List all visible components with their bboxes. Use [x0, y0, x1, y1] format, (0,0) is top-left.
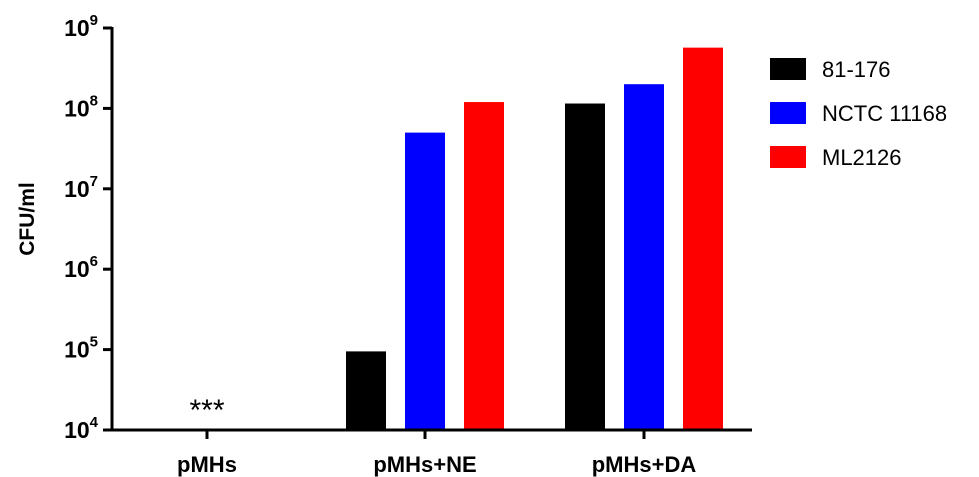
- axes: [103, 26, 752, 439]
- bar: [565, 103, 605, 429]
- bar: [464, 102, 504, 429]
- bar: [346, 351, 386, 429]
- legend-label: 81-176: [822, 57, 891, 82]
- legend-swatch: [770, 146, 806, 168]
- x-tick-label: pMHs: [177, 452, 237, 477]
- y-axis-title: CFU/ml: [16, 182, 39, 256]
- x-tick-label: pMHs+NE: [373, 452, 476, 477]
- y-tick-label: 108: [64, 92, 98, 121]
- significance-annotation: ***: [189, 394, 224, 427]
- bars: [346, 47, 723, 429]
- legend-label: ML2126: [822, 145, 902, 170]
- bar: [624, 84, 664, 429]
- y-tick-label: 106: [64, 253, 98, 282]
- y-tick-label: 105: [64, 334, 98, 363]
- y-tick-label: 104: [64, 414, 99, 443]
- bar: [683, 47, 723, 429]
- legend-swatch: [770, 102, 806, 124]
- y-tick-label: 109: [64, 12, 98, 41]
- legend-label: NCTC 11168: [822, 101, 947, 126]
- labels: 104 105 106 107 108 109 pMHs pMHs+NE pMHs+DA ***: [64, 12, 696, 477]
- legend-swatch: [770, 58, 806, 80]
- y-tick-label: 107: [64, 173, 98, 202]
- x-tick-label: pMHs+DA: [592, 452, 697, 477]
- bar: [405, 132, 445, 429]
- legend: 81-176 NCTC 11168 ML2126: [770, 57, 947, 170]
